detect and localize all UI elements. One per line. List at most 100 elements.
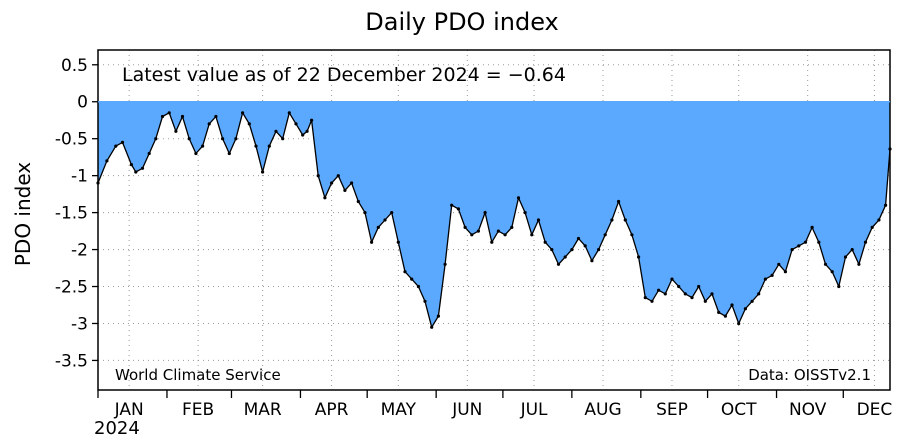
chart-title: Daily PDO index <box>365 8 559 36</box>
data-point <box>536 218 541 222</box>
data-line <box>97 111 891 329</box>
data-point <box>187 137 191 141</box>
data-points <box>96 111 892 329</box>
data-point <box>363 211 367 215</box>
data-point <box>830 270 834 274</box>
data-point <box>301 133 305 137</box>
data-point <box>350 181 354 185</box>
data-point <box>637 255 641 259</box>
data-point <box>294 122 298 126</box>
data-point <box>643 296 647 300</box>
data-point <box>396 240 400 244</box>
data-point <box>503 233 507 237</box>
data-point <box>316 174 320 178</box>
data-point <box>550 248 554 252</box>
data-point <box>383 218 387 222</box>
latest-value-annotation: Latest value as of 22 December 2024 = −0… <box>122 64 566 86</box>
data-point <box>817 240 821 244</box>
data-point <box>134 170 138 174</box>
data-point <box>516 196 521 200</box>
data-point <box>790 248 794 252</box>
data-point <box>140 166 145 170</box>
x-tick-label: SEP <box>656 400 688 420</box>
data-point <box>770 273 774 277</box>
data-point <box>823 262 828 266</box>
data-point <box>221 137 225 141</box>
data-point <box>261 170 265 174</box>
data-point <box>416 284 420 289</box>
data-point <box>310 118 314 122</box>
data-point <box>336 174 340 178</box>
data-point <box>677 284 681 289</box>
footer-source-left: World Climate Service <box>115 366 281 384</box>
data-point <box>443 262 447 266</box>
y-tick-label: -2.5 <box>55 278 88 298</box>
x-tick-label: NOV <box>789 400 827 420</box>
data-point <box>717 310 721 314</box>
data-point <box>730 303 734 307</box>
data-area <box>98 101 890 328</box>
data-point <box>423 299 427 303</box>
data-point <box>763 277 768 281</box>
data-point <box>583 244 587 248</box>
data-point <box>670 277 674 281</box>
data-point <box>870 225 874 229</box>
data-point <box>267 144 271 148</box>
data-point <box>274 129 278 133</box>
y-tick-label: -0.5 <box>55 130 88 150</box>
data-point <box>877 218 881 222</box>
data-point <box>556 262 561 266</box>
data-point <box>120 140 125 144</box>
y-tick-label: 0.5 <box>61 56 88 76</box>
data-point <box>576 236 581 241</box>
data-point <box>737 321 741 326</box>
data-point <box>247 122 251 126</box>
data-point <box>757 292 761 296</box>
data-point <box>777 262 781 266</box>
data-point <box>697 284 701 289</box>
y-tick-label: -1 <box>71 167 88 187</box>
plot-frame <box>97 49 891 391</box>
data-point <box>281 137 285 141</box>
data-point <box>803 240 808 244</box>
data-point <box>114 144 118 148</box>
data-point <box>657 288 661 292</box>
data-point <box>630 233 634 237</box>
data-point <box>743 307 748 311</box>
x-tick-label: APR <box>315 400 349 420</box>
data-point <box>323 196 327 200</box>
data-point <box>563 255 567 259</box>
plot-area: 0.5 0 -0.5 -1 -1.5 -2 -2.5 -3 -3.5 JAN FEB MAR APR M… <box>55 49 892 420</box>
data-point <box>603 233 607 237</box>
data-point <box>590 259 594 263</box>
data-point <box>810 225 814 229</box>
data-point <box>241 111 245 115</box>
data-point <box>410 277 414 281</box>
data-point <box>147 151 151 156</box>
data-point <box>476 229 480 233</box>
data-point <box>570 248 574 252</box>
x-tick-label: FEB <box>182 400 214 420</box>
data-point <box>884 203 888 207</box>
footer-source-right: Data: OISSTv2.1 <box>748 366 871 384</box>
data-point <box>207 122 211 126</box>
data-point <box>483 211 487 215</box>
data-point <box>750 299 754 303</box>
data-point <box>167 111 171 115</box>
data-point <box>783 270 788 274</box>
data-point <box>617 199 621 204</box>
data-point <box>376 225 380 229</box>
x-tick-label: MAY <box>381 400 417 420</box>
data-point <box>837 284 841 289</box>
y-tick-label: -1.5 <box>55 204 88 224</box>
data-point <box>403 270 407 274</box>
data-point <box>234 137 238 141</box>
data-point <box>597 248 601 252</box>
x-tick-label: AUG <box>584 400 621 420</box>
data-point <box>390 211 394 215</box>
data-point <box>543 240 547 244</box>
data-point <box>330 181 334 185</box>
data-point <box>843 255 848 259</box>
x-tick-label: JAN <box>114 400 144 420</box>
